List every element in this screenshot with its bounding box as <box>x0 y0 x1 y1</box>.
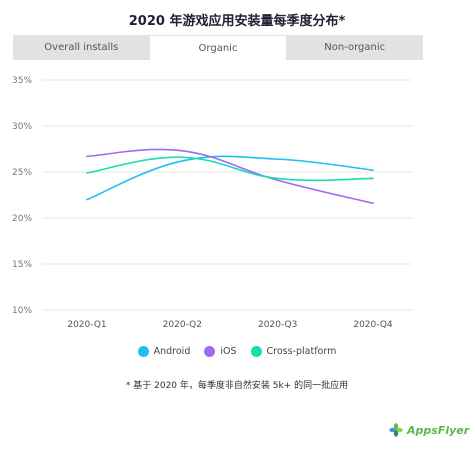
y-tick-label: 15% <box>12 260 32 270</box>
cross-platform-legend-marker <box>250 346 262 357</box>
x-tick-label: 2020-Q4 <box>353 320 393 330</box>
y-tick-label: 20% <box>12 214 32 224</box>
ios-legend-marker <box>204 346 216 357</box>
y-tick-label: 30% <box>12 122 32 132</box>
y-tick-label: 10% <box>12 306 32 316</box>
y-tick-label: 35% <box>12 76 32 86</box>
appsflyer-leaf-icon <box>389 423 403 437</box>
x-tick-label: 2020-Q1 <box>67 320 106 330</box>
tab-non-organic[interactable]: Non-organic <box>324 42 386 53</box>
brand-logo: AppsFlyer <box>388 422 469 438</box>
legend-item-android[interactable]: Android <box>137 346 191 357</box>
series-line-cross-platform <box>86 156 374 182</box>
brand-name: AppsFlyer <box>407 423 470 437</box>
android-legend-marker <box>137 346 149 357</box>
series-line-android <box>86 155 374 201</box>
install-type-tabs: Overall installs Organic Non-organic <box>13 35 423 60</box>
legend-label-android: Android <box>153 346 191 357</box>
legend-item-cross-platform[interactable]: Cross-platform <box>250 346 337 357</box>
chart-legend: Android iOS Cross-platform <box>0 346 474 357</box>
x-tick-label: 2020-Q3 <box>258 320 297 330</box>
line-chart: 10% 15% 20% 25% 30% 35% 2020-Q1 2020-Q2 2020-Q3 2… <box>12 76 412 330</box>
x-tick-label: 2020-Q2 <box>163 320 202 330</box>
y-tick-label: 25% <box>12 168 32 178</box>
legend-label-ios: iOS <box>220 346 237 357</box>
chart-title: 2020 年游戏应用安装量每季度分布* <box>128 14 346 29</box>
series-line-ios <box>86 148 374 205</box>
tab-overall-installs[interactable]: Overall installs <box>44 42 119 53</box>
footnote: * 基于 2020 年，每季度非自然安装 5k+ 的同一批应用 <box>125 381 349 391</box>
legend-item-ios[interactable]: iOS <box>204 346 237 357</box>
tab-organic[interactable]: Organic <box>149 35 287 60</box>
legend-label-cross-platform: Cross-platform <box>266 346 337 357</box>
